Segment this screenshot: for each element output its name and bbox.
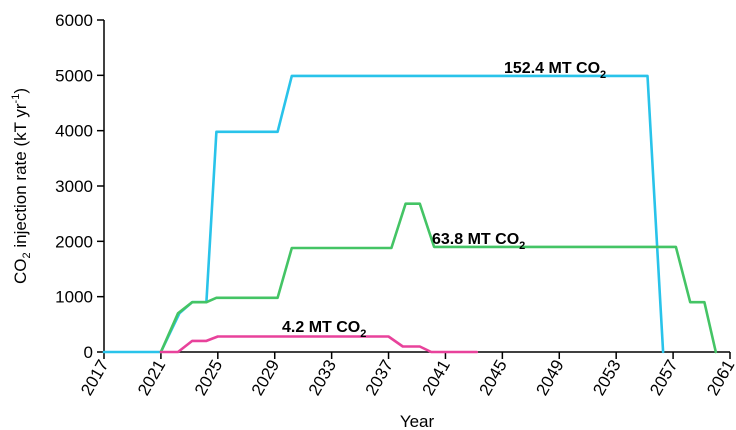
y-axis-title-subscript: 2 bbox=[21, 252, 33, 258]
series-line bbox=[102, 74, 665, 354]
y-tick-label: 3000 bbox=[55, 177, 93, 196]
y-axis-title-superscript: -1 bbox=[10, 94, 22, 104]
x-tick-label: 2037 bbox=[362, 357, 397, 399]
series-label: 63.8 MT CO2 bbox=[432, 231, 525, 252]
x-tick-label: 2061 bbox=[703, 357, 736, 399]
x-axis-title: Year bbox=[400, 412, 435, 430]
y-tick-label: 6000 bbox=[55, 11, 93, 30]
series-label-subscript: 2 bbox=[360, 328, 366, 340]
series-label: 152.4 MT CO2 bbox=[504, 60, 606, 81]
series-label-subscript: 2 bbox=[600, 69, 606, 81]
y-tick-label: 4000 bbox=[55, 122, 93, 141]
x-tick-label: 2021 bbox=[134, 357, 169, 399]
series-label-main: 152.4 MT CO bbox=[504, 60, 600, 77]
y-axis-title: CO2 injection rate (kT yr-1) bbox=[10, 88, 33, 284]
series-lines bbox=[102, 74, 718, 354]
y-tick-label: 0 bbox=[84, 343, 93, 362]
x-tick-label: 2029 bbox=[248, 357, 283, 399]
y-tick-label: 2000 bbox=[55, 232, 93, 251]
x-tick-label: 2033 bbox=[305, 357, 340, 399]
y-tick-label: 1000 bbox=[55, 288, 93, 307]
y-axis-title-prefix: CO bbox=[11, 259, 30, 285]
y-tick-label: 5000 bbox=[55, 66, 93, 85]
y-axis-title-middle: injection rate (kT yr bbox=[11, 103, 30, 252]
series-label-main: 63.8 MT CO bbox=[432, 231, 519, 248]
y-axis-title-suffix: ) bbox=[11, 88, 30, 94]
series-line bbox=[159, 335, 479, 354]
x-tick-label: 2053 bbox=[589, 357, 624, 399]
x-tick-label: 2017 bbox=[77, 357, 112, 399]
x-tick-label: 2025 bbox=[191, 357, 226, 399]
y-ticks: 0 1000 2000 3000 4000 5000 6000 bbox=[55, 11, 104, 362]
x-tick-label: 2057 bbox=[646, 357, 681, 399]
x-tick-label: 2049 bbox=[532, 357, 567, 399]
x-tick-label: 2045 bbox=[475, 357, 510, 399]
series-label-subscript: 2 bbox=[519, 240, 525, 252]
x-ticks: 2017 2021 2025 2029 2033 2037 2041 2045 2049 2053… bbox=[77, 352, 736, 399]
series-label: 4.2 MT CO2 bbox=[282, 319, 366, 340]
series-label-main: 4.2 MT CO bbox=[282, 319, 360, 336]
x-tick-label: 2041 bbox=[419, 357, 454, 399]
series-line bbox=[159, 202, 718, 354]
